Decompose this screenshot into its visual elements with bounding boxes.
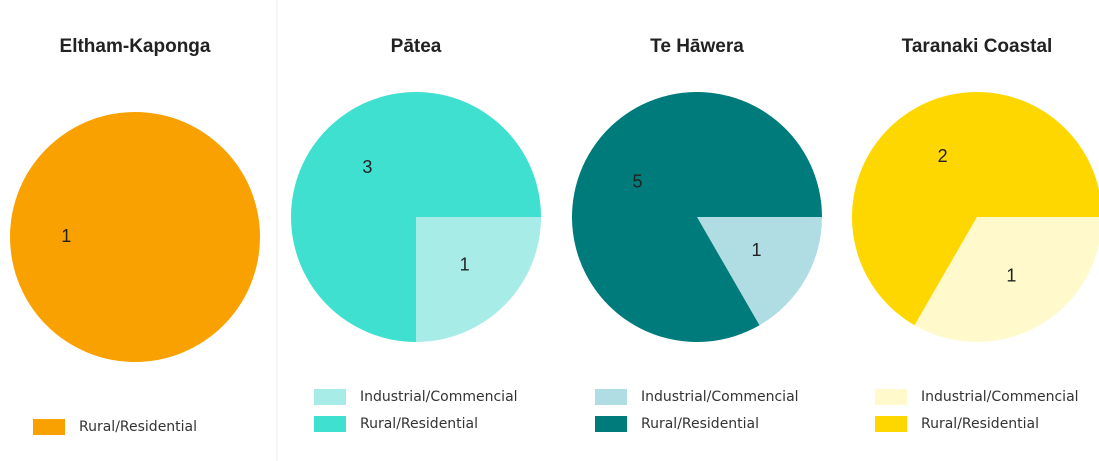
- data-label: 2: [938, 146, 948, 166]
- chart-title: Pātea: [391, 36, 442, 57]
- chart-title: Eltham-Kaponga: [60, 36, 211, 57]
- pie-slice: [697, 217, 822, 326]
- pie-slice: [10, 112, 260, 362]
- legend-swatch: [33, 419, 65, 435]
- pie-slice: [416, 217, 541, 342]
- legend-label: Rural/Residential: [641, 416, 759, 432]
- data-label: 1: [1006, 265, 1016, 285]
- chart-title: Taranaki Coastal: [902, 36, 1053, 57]
- legend-label: Industrial/Commencial: [360, 389, 518, 405]
- chart-title: Te Hāwera: [650, 36, 744, 57]
- data-label: 1: [61, 226, 71, 246]
- legend-swatch: [314, 416, 346, 432]
- data-label: 1: [752, 240, 762, 260]
- pie-slice: [572, 92, 822, 342]
- pie-slice: [291, 92, 541, 342]
- legend-label: Industrial/Commencial: [641, 389, 799, 405]
- legend-label: Rural/Residential: [360, 416, 478, 432]
- legend-swatch: [875, 416, 907, 432]
- data-label: 1: [460, 254, 470, 274]
- legend-label: Rural/Residential: [79, 419, 197, 435]
- legend-label: Industrial/Commencial: [921, 389, 1079, 405]
- data-label: 3: [362, 157, 372, 177]
- legend-label: Rural/Residential: [921, 416, 1039, 432]
- legend-swatch: [595, 416, 627, 432]
- pie-slice: [852, 92, 1099, 326]
- legend-swatch: [314, 389, 346, 405]
- pie-slice: [914, 217, 1099, 342]
- legend-swatch: [595, 389, 627, 405]
- legend-swatch: [875, 389, 907, 405]
- data-label: 5: [632, 171, 642, 191]
